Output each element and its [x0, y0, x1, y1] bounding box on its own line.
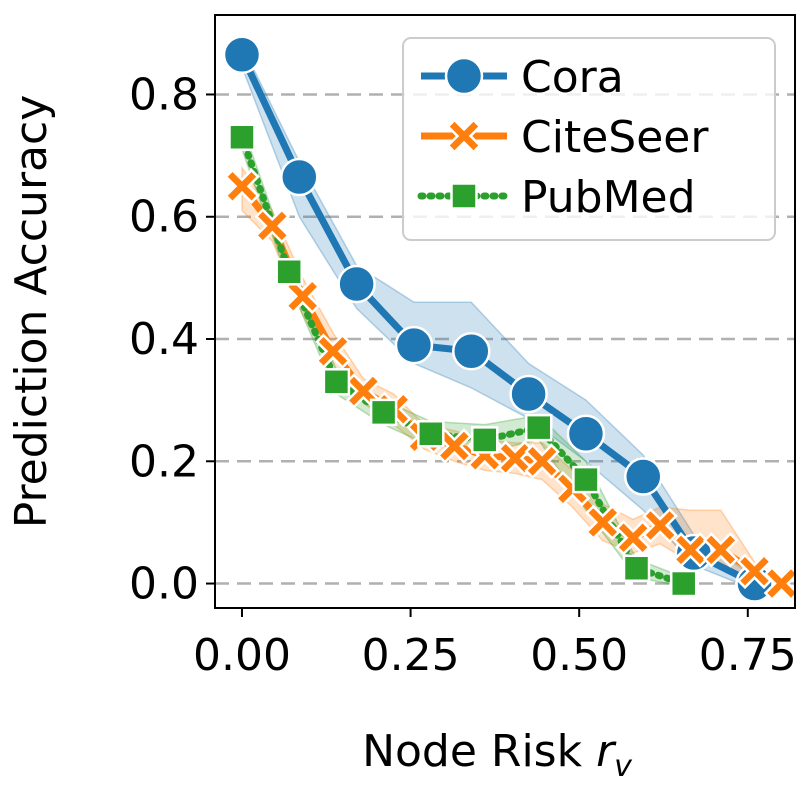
x-tick-label-0: 0.00: [193, 630, 291, 681]
x-axis-label-variable: r: [596, 726, 617, 777]
series-markers: [222, 35, 800, 603]
y-tick-label-4: 0.8: [129, 69, 199, 120]
pubmed-point-8: [622, 554, 651, 583]
legend-label-pubmed: PubMed: [521, 172, 696, 223]
citeseer-point-0: [224, 168, 260, 204]
cora-point-0: [222, 35, 262, 74]
pubmed-point-9: [669, 569, 698, 598]
pubmed-point-4: [417, 420, 445, 448]
citeseer-point-17: [736, 553, 773, 590]
cora-point-1: [280, 157, 319, 197]
legend-label-citeseer: CiteSeer: [521, 112, 709, 163]
legend-marker-cora: [444, 56, 484, 96]
pubmed-point-6: [524, 413, 553, 442]
x-axis-label-subscript: v: [614, 749, 633, 784]
legend: Cora CiteSeer PubMed: [402, 37, 776, 241]
x-tick-label-3: 0.75: [699, 630, 797, 681]
y-tick-label-2: 0.4: [129, 314, 199, 365]
legend-label-cora: Cora: [521, 52, 624, 103]
cora-point-2: [337, 264, 376, 304]
citeseer-point-14: [642, 507, 678, 544]
citeseer-point-12: [585, 504, 621, 541]
x-tick-label-1: 0.25: [362, 630, 460, 681]
cora-point-5: [509, 374, 548, 414]
citeseer-point-13: [615, 519, 651, 556]
x-axis-label-text: Node Risk: [362, 726, 596, 777]
citeseer-point-16: [703, 532, 739, 568]
y-tick-label-0: 0.0: [129, 559, 199, 610]
y-tick-label-3: 0.6: [129, 192, 199, 243]
pubmed-point-3: [369, 398, 398, 427]
pubmed-point-5: [471, 426, 499, 454]
citeseer-point-18: [763, 565, 800, 602]
pubmed-point-0: [228, 123, 256, 152]
citeseer-point-3: [315, 333, 351, 369]
pubmed-point-2: [322, 368, 351, 396]
citeseer-point-9: [497, 440, 533, 476]
cora-point-7: [624, 457, 663, 496]
citeseer-point-2: [284, 278, 321, 314]
y-axis-label: Prediction Accuracy: [6, 95, 57, 528]
axis-ticks: 0.0 0.2 0.4 0.6 0.8 0.00 0.25 0.50 0.75: [129, 69, 797, 681]
y-tick-label-1: 0.2: [129, 436, 199, 487]
cora-point-6: [566, 414, 606, 454]
pubmed-point-7: [572, 465, 600, 494]
citeseer-point-7: [436, 428, 473, 464]
legend-marker-citeseer: [446, 118, 482, 154]
citeseer-point-15: [672, 532, 709, 568]
cora-point-3: [394, 325, 434, 365]
plot-area-frame: [214, 14, 796, 609]
legend-box: [402, 37, 776, 241]
legend-marker-pubmed: [450, 182, 478, 210]
cora-point-4: [452, 331, 491, 371]
x-axis-label: Node Risk rv: [362, 726, 633, 784]
x-tick-label-2: 0.50: [530, 630, 628, 681]
citeseer-point-1: [254, 208, 291, 244]
pubmed-point-1: [275, 258, 303, 286]
citeseer-point-10: [524, 443, 560, 480]
